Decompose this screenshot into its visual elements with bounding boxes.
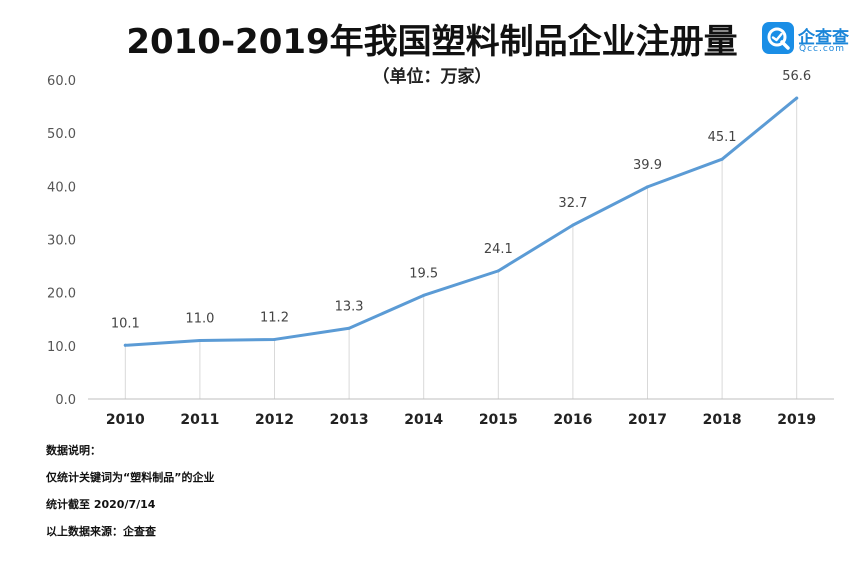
data-point-2016 bbox=[571, 223, 575, 227]
data-label-2014: 19.5 bbox=[409, 266, 438, 281]
x-tick-label-2014: 2014 bbox=[404, 412, 443, 428]
x-tick-label-2010: 2010 bbox=[106, 412, 145, 428]
notes-line-3: 以上数据来源：企查查 bbox=[46, 525, 156, 538]
data-label-2010: 10.1 bbox=[111, 316, 140, 331]
x-tick-label-2019: 2019 bbox=[777, 412, 816, 428]
data-point-2013 bbox=[347, 326, 351, 330]
y-tick-label: 40.0 bbox=[47, 180, 76, 195]
y-tick-label: 0.0 bbox=[55, 393, 76, 408]
data-label-2012: 11.2 bbox=[260, 310, 289, 325]
data-point-2017 bbox=[646, 185, 649, 189]
data-label-2016: 32.7 bbox=[558, 196, 587, 211]
data-point-2015 bbox=[496, 269, 500, 273]
x-tick-label-2013: 2013 bbox=[330, 412, 369, 428]
y-tick-label: 50.0 bbox=[47, 127, 76, 142]
y-tick-label: 60.0 bbox=[47, 74, 76, 89]
x-tick-label-2018: 2018 bbox=[703, 412, 742, 428]
y-tick-label: 20.0 bbox=[47, 287, 76, 302]
logo-name: 企查查 bbox=[798, 28, 849, 48]
qcc-logo: 企查查 Qcc.com bbox=[762, 22, 858, 58]
data-point-2019 bbox=[795, 96, 799, 100]
logo-domain: Qcc.com bbox=[799, 44, 846, 54]
data-label-2013: 13.3 bbox=[335, 299, 364, 314]
data-label-2018: 45.1 bbox=[708, 130, 737, 145]
data-point-2012 bbox=[273, 337, 276, 341]
data-point-2011 bbox=[198, 339, 202, 343]
data-label-2017: 39.9 bbox=[633, 158, 662, 173]
chart-title: 2010-2019年我国塑料制品企业注册量 bbox=[126, 22, 738, 62]
notes-heading: 数据说明： bbox=[46, 444, 101, 457]
data-notes: 数据说明： 仅统计关键词为“塑料制品”的企业 统计截至 2020/7/14 以上… bbox=[46, 437, 214, 545]
data-point-2018 bbox=[720, 157, 724, 161]
y-tick-label: 30.0 bbox=[47, 234, 76, 249]
data-point-2010 bbox=[123, 343, 127, 347]
notes-line-2: 统计截至 2020/7/14 bbox=[46, 498, 156, 511]
x-tick-label-2017: 2017 bbox=[628, 412, 667, 428]
data-label-2011: 11.0 bbox=[185, 312, 214, 327]
data-point-2014 bbox=[422, 293, 426, 297]
x-tick-label-2015: 2015 bbox=[479, 412, 518, 428]
x-tick-label-2012: 2012 bbox=[255, 412, 294, 428]
data-label-2015: 24.1 bbox=[484, 242, 513, 257]
x-tick-label-2011: 2011 bbox=[180, 412, 219, 428]
notes-line-1: 仅统计关键词为“塑料制品”的企业 bbox=[46, 471, 215, 484]
magnifier-q-icon bbox=[762, 22, 794, 54]
series-line bbox=[123, 96, 799, 347]
data-label-2019: 56.6 bbox=[782, 69, 811, 84]
y-tick-label: 10.0 bbox=[47, 340, 76, 355]
chart-subtitle: （单位：万家） bbox=[372, 67, 492, 87]
x-tick-label-2016: 2016 bbox=[553, 412, 592, 428]
